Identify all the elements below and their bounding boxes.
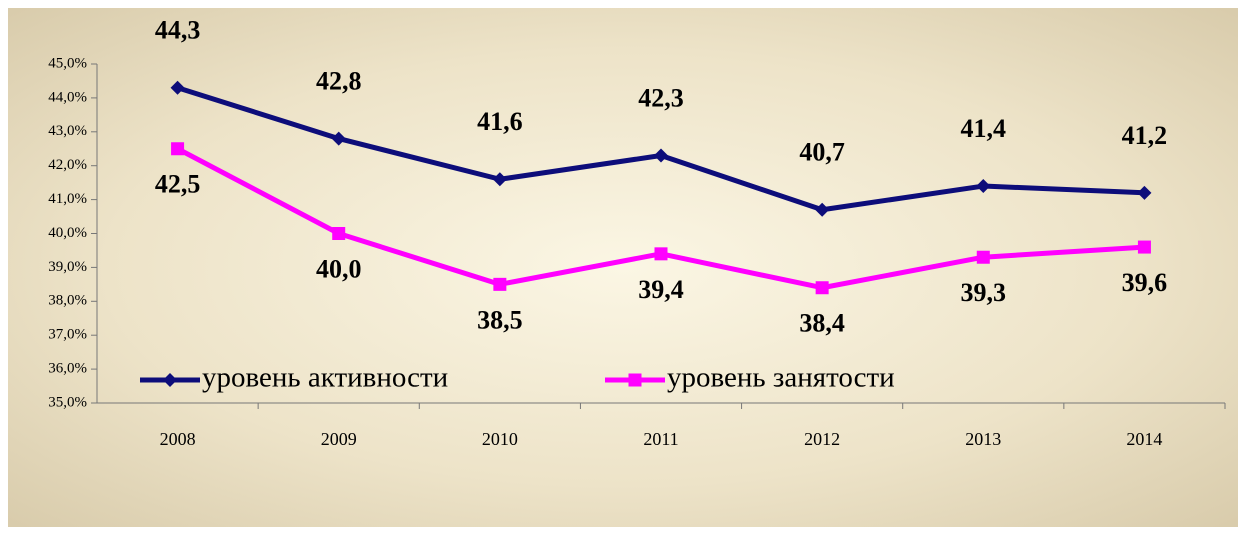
value-label: 42,8: [316, 67, 362, 96]
marker: [331, 131, 346, 146]
value-label: 38,5: [477, 305, 523, 334]
marker: [170, 80, 185, 95]
y-tick-label: 41,0%: [48, 191, 87, 207]
value-label: 42,3: [638, 83, 684, 112]
marker: [654, 148, 668, 163]
y-tick-label: 35,0%: [48, 394, 87, 410]
value-label: 44,3: [155, 16, 201, 45]
value-label: 39,3: [961, 278, 1007, 307]
y-tick-label: 43,0%: [48, 123, 87, 139]
value-label: 38,4: [799, 309, 845, 338]
marker: [1137, 185, 1152, 200]
marker: [654, 247, 668, 261]
marker: [492, 172, 507, 187]
x-tick-label: 2008: [160, 429, 196, 449]
marker: [332, 227, 346, 240]
value-label: 39,6: [1122, 268, 1168, 297]
y-tick-label: 38,0%: [48, 293, 87, 309]
y-tick-label: 42,0%: [48, 157, 87, 173]
marker: [976, 250, 990, 264]
x-tick-label: 2010: [482, 429, 518, 449]
legend-marker: [628, 373, 642, 387]
value-label: 41,4: [961, 114, 1007, 143]
y-tick-label: 45,0%: [48, 55, 87, 71]
y-tick-label: 37,0%: [48, 327, 87, 343]
y-tick-label: 40,0%: [48, 225, 87, 241]
marker: [493, 277, 507, 291]
marker: [1137, 240, 1151, 254]
x-tick-label: 2009: [321, 429, 357, 449]
marker: [815, 202, 830, 217]
x-tick-label: 2011: [643, 429, 678, 449]
x-tick-label: 2013: [965, 429, 1001, 449]
value-label: 41,2: [1122, 121, 1168, 150]
y-tick-label: 44,0%: [48, 89, 87, 105]
marker: [171, 142, 185, 156]
marker: [815, 281, 829, 295]
value-label: 40,0: [316, 254, 362, 283]
value-label: 41,6: [477, 107, 523, 136]
legend-marker: [163, 373, 177, 387]
legend-label: уровень активности: [202, 362, 448, 394]
background: [8, 8, 1238, 527]
y-tick-label: 36,0%: [48, 361, 87, 377]
value-label: 42,5: [155, 170, 201, 199]
marker: [976, 179, 991, 194]
value-label: 40,7: [799, 138, 845, 167]
value-label: 39,4: [638, 275, 684, 304]
y-tick-label: 39,0%: [48, 259, 87, 275]
x-tick-label: 2012: [804, 429, 840, 449]
x-tick-label: 2014: [1126, 429, 1162, 449]
legend-label: уровень занятости: [667, 362, 895, 394]
